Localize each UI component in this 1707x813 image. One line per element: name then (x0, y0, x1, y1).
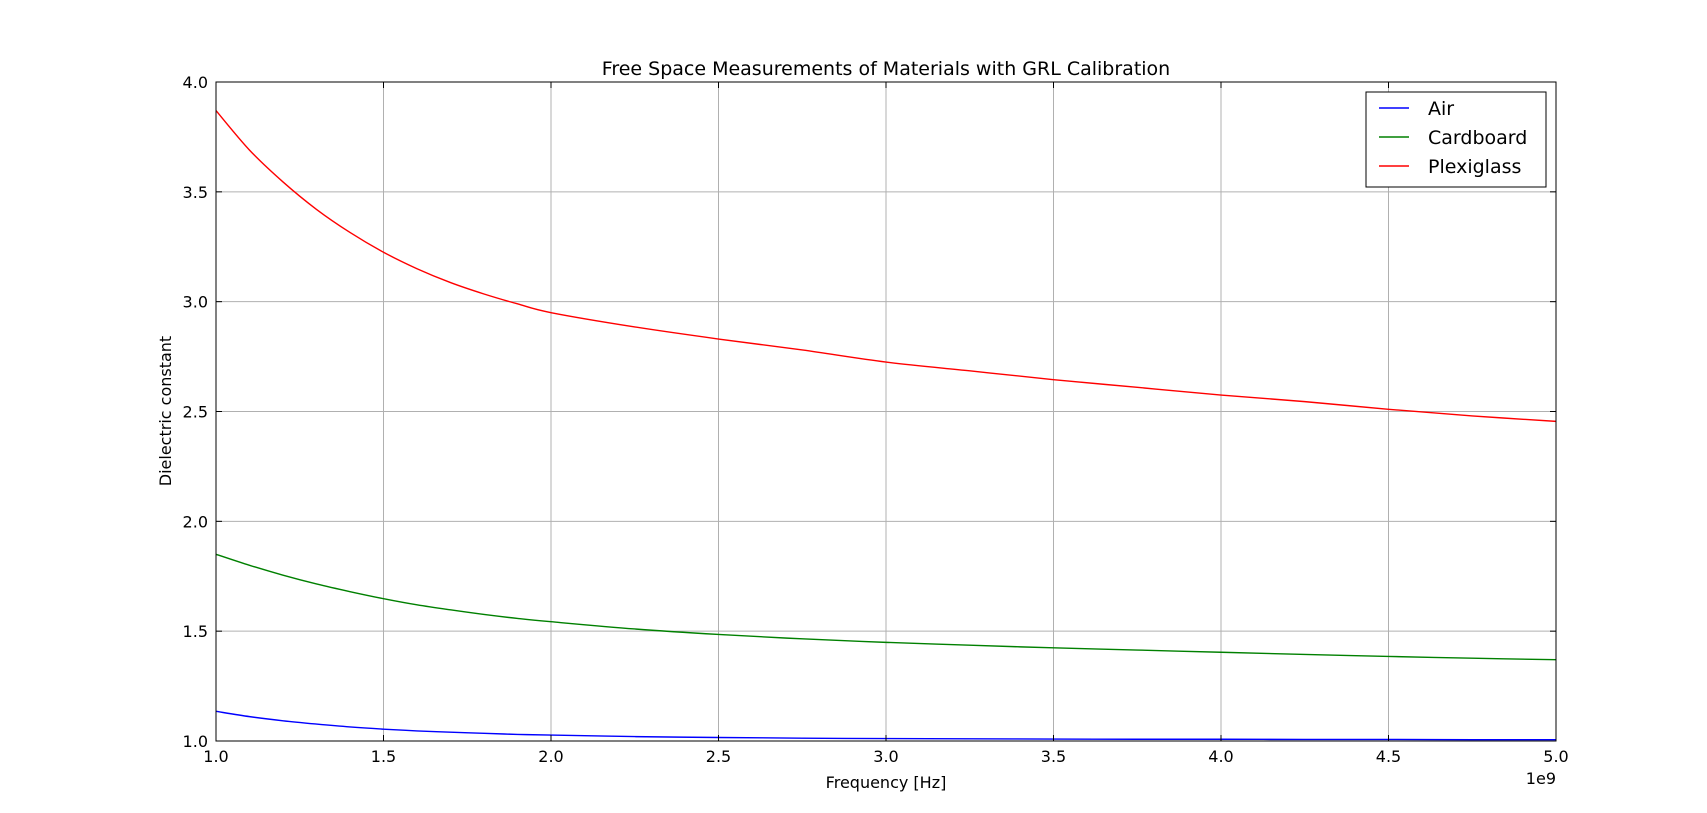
series-line-cardboard (215, 553, 1557, 661)
legend-label-cardboard: Cardboard (1428, 127, 1527, 149)
y-axis-label: Dielectric constant (156, 336, 175, 486)
y-tick-label: 1.5 (183, 622, 208, 641)
chart-title: Free Space Measurements of Materials wit… (602, 58, 1170, 80)
y-tick-label: 3.0 (183, 293, 208, 312)
legend: Air Cardboard Plexiglass (1365, 91, 1547, 188)
ticks: 1.0 1.5 2.0 2.5 3.0 3.5 4.0 4.5 5.0 1.0 1.5 2.0 2.5 3… (183, 73, 1569, 766)
x-tick-label: 1.5 (371, 747, 396, 766)
x-tick-label: 1.0 (203, 747, 228, 766)
x-tick-label: 2.5 (706, 747, 731, 766)
x-tick-label: 2.0 (538, 747, 563, 766)
x-tick-label: 5.0 (1543, 747, 1568, 766)
y-tick-label: 4.0 (183, 73, 208, 92)
series-line-plexiglass (215, 110, 1557, 423)
y-tick-label: 1.0 (183, 732, 208, 751)
y-tick-label: 2.0 (183, 512, 208, 531)
series-line-air (215, 710, 1557, 741)
legend-label-plexiglass: Plexiglass (1428, 156, 1521, 178)
x-tick-label: 4.0 (1208, 747, 1233, 766)
series-layer (215, 110, 1557, 741)
x-axis-offset-label: 1e9 (1526, 769, 1556, 788)
y-tick-label: 3.5 (183, 183, 208, 202)
x-tick-label: 3.0 (873, 747, 898, 766)
x-tick-label: 4.5 (1376, 747, 1401, 766)
y-tick-label: 2.5 (183, 403, 208, 422)
x-axis-label: Frequency [Hz] (826, 773, 947, 792)
x-tick-label: 3.5 (1041, 747, 1066, 766)
legend-label-air: Air (1428, 98, 1454, 120)
